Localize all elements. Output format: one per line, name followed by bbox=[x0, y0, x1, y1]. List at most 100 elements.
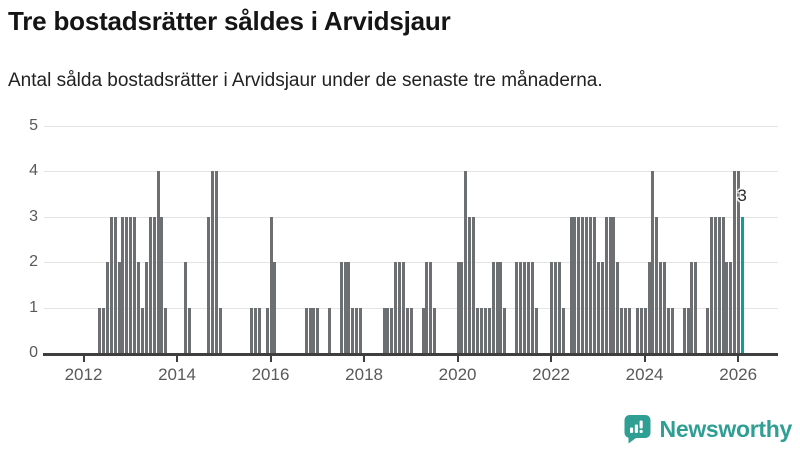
bar bbox=[421, 307, 425, 353]
x-axis-tick-label: 2024 bbox=[625, 365, 664, 384]
bar bbox=[503, 307, 507, 353]
bar bbox=[121, 216, 125, 353]
bar bbox=[382, 307, 386, 353]
gridline bbox=[43, 216, 778, 218]
bar bbox=[316, 307, 320, 353]
bar bbox=[526, 262, 530, 353]
bar bbox=[433, 307, 437, 353]
bar bbox=[530, 262, 534, 353]
newsworthy-brand-link[interactable]: Newsworthy bbox=[623, 414, 792, 444]
bar bbox=[585, 216, 589, 353]
bar bbox=[686, 307, 690, 353]
x-axis-tick-label: 2012 bbox=[64, 365, 103, 384]
gridline bbox=[43, 171, 778, 173]
bar bbox=[113, 216, 117, 353]
x-axis-tick-mark bbox=[550, 355, 553, 362]
bar bbox=[725, 262, 729, 353]
bar bbox=[211, 171, 215, 353]
bar bbox=[269, 216, 273, 353]
bar bbox=[550, 262, 554, 353]
bar bbox=[600, 262, 604, 353]
chart-subtitle: Antal sålda bostadsrätter i Arvidsjaur u… bbox=[8, 70, 603, 91]
bar bbox=[608, 216, 612, 353]
chart-title: Tre bostadsrätter såldes i Arvidsjaur bbox=[8, 6, 451, 36]
bar bbox=[156, 171, 160, 353]
bar bbox=[655, 216, 659, 353]
x-axis-tick-mark bbox=[456, 355, 459, 362]
bar bbox=[355, 307, 359, 353]
bar bbox=[628, 307, 632, 353]
bar bbox=[721, 216, 725, 353]
bar bbox=[98, 307, 102, 353]
bar bbox=[257, 307, 261, 353]
y-axis-tick-label: 1 bbox=[29, 298, 38, 316]
bar bbox=[577, 216, 581, 353]
y-axis-tick-label: 0 bbox=[29, 344, 38, 361]
bar bbox=[635, 307, 639, 353]
x-axis-tick-mark bbox=[269, 355, 272, 362]
bar bbox=[409, 307, 413, 353]
bar bbox=[402, 262, 406, 353]
x-axis-tick-label: 2016 bbox=[251, 365, 290, 384]
bar bbox=[667, 307, 671, 353]
x-axis-tick-label: 2014 bbox=[158, 365, 196, 384]
bar bbox=[499, 262, 503, 353]
bar bbox=[429, 262, 433, 353]
bar-current-highlighted bbox=[741, 216, 745, 353]
bar bbox=[729, 262, 733, 353]
bar bbox=[105, 262, 109, 353]
bar bbox=[596, 262, 600, 353]
bar bbox=[101, 307, 105, 353]
bar bbox=[129, 216, 133, 353]
bar bbox=[522, 262, 526, 353]
bar bbox=[705, 307, 709, 353]
bar bbox=[273, 262, 277, 353]
bar bbox=[589, 216, 593, 353]
bar bbox=[616, 262, 620, 353]
gridline bbox=[43, 262, 778, 264]
x-axis-line bbox=[42, 353, 778, 356]
bar bbox=[472, 216, 476, 353]
bar bbox=[709, 216, 713, 353]
bar bbox=[690, 262, 694, 353]
bar bbox=[713, 216, 717, 353]
bar bbox=[495, 262, 499, 353]
bar bbox=[351, 307, 355, 353]
bar bbox=[569, 216, 573, 353]
x-axis-tick-label: 2022 bbox=[532, 365, 570, 384]
bar bbox=[651, 171, 655, 353]
y-axis-tick-label: 5 bbox=[29, 117, 38, 134]
bar bbox=[592, 216, 596, 353]
bar bbox=[117, 262, 121, 353]
bar bbox=[137, 262, 141, 353]
bar bbox=[612, 216, 616, 353]
bar bbox=[491, 262, 495, 353]
x-axis-tick-mark bbox=[737, 355, 740, 362]
bar bbox=[187, 307, 191, 353]
x-axis-tick-label: 2026 bbox=[719, 365, 758, 384]
bar bbox=[464, 171, 468, 353]
bar bbox=[218, 307, 222, 353]
bar bbox=[152, 216, 156, 353]
bar bbox=[468, 216, 472, 353]
bar bbox=[144, 262, 148, 353]
bar bbox=[647, 262, 651, 353]
bar bbox=[515, 262, 519, 353]
bar bbox=[109, 216, 113, 353]
newsworthy-logo-icon bbox=[623, 414, 652, 444]
x-axis-tick-mark bbox=[82, 355, 85, 362]
bar bbox=[483, 307, 487, 353]
bar bbox=[670, 307, 674, 353]
y-axis-tick-label: 4 bbox=[29, 162, 38, 180]
bar bbox=[624, 307, 628, 353]
bar bbox=[398, 262, 402, 353]
bar bbox=[694, 262, 698, 353]
bar bbox=[581, 216, 585, 353]
bar bbox=[405, 307, 409, 353]
x-axis-tick-mark bbox=[643, 355, 646, 362]
bar bbox=[476, 307, 480, 353]
bar bbox=[643, 307, 647, 353]
gridline bbox=[43, 126, 778, 127]
x-axis-tick-mark bbox=[176, 355, 178, 362]
